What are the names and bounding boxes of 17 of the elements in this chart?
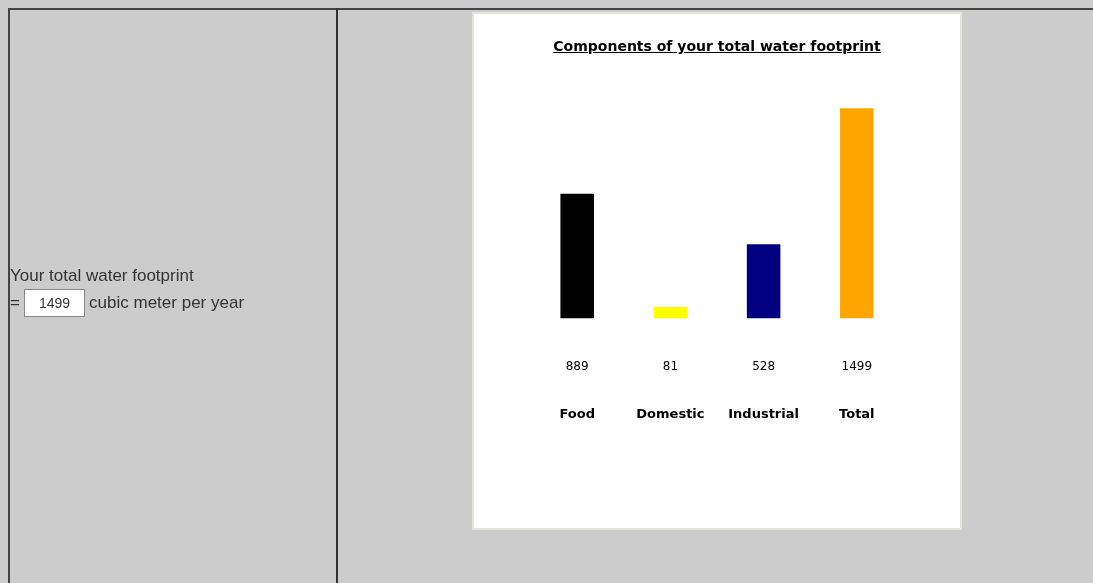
- text: Your total water footprint: [10, 265, 195, 287]
- text: cubic meter per year: [89, 293, 245, 312]
- data-label: 1499: [841, 358, 873, 373]
- bar: [560, 193, 594, 319]
- x-tick-label: Food: [559, 405, 595, 421]
- x-tick-label: Industrial: [728, 405, 799, 421]
- bar: [840, 108, 874, 319]
- text-field: 1499: [23, 289, 86, 317]
- bar: [746, 244, 781, 319]
- text: =: [10, 293, 20, 312]
- chart-title: Components of your total water footprint: [552, 38, 882, 54]
- x-tick-label: Total: [839, 405, 875, 421]
- data-label: 528: [752, 358, 776, 373]
- data-label: 889: [565, 358, 589, 373]
- data-label: 81: [662, 358, 679, 373]
- x-tick-label: Domestic: [636, 405, 705, 421]
- bar: [653, 307, 688, 319]
